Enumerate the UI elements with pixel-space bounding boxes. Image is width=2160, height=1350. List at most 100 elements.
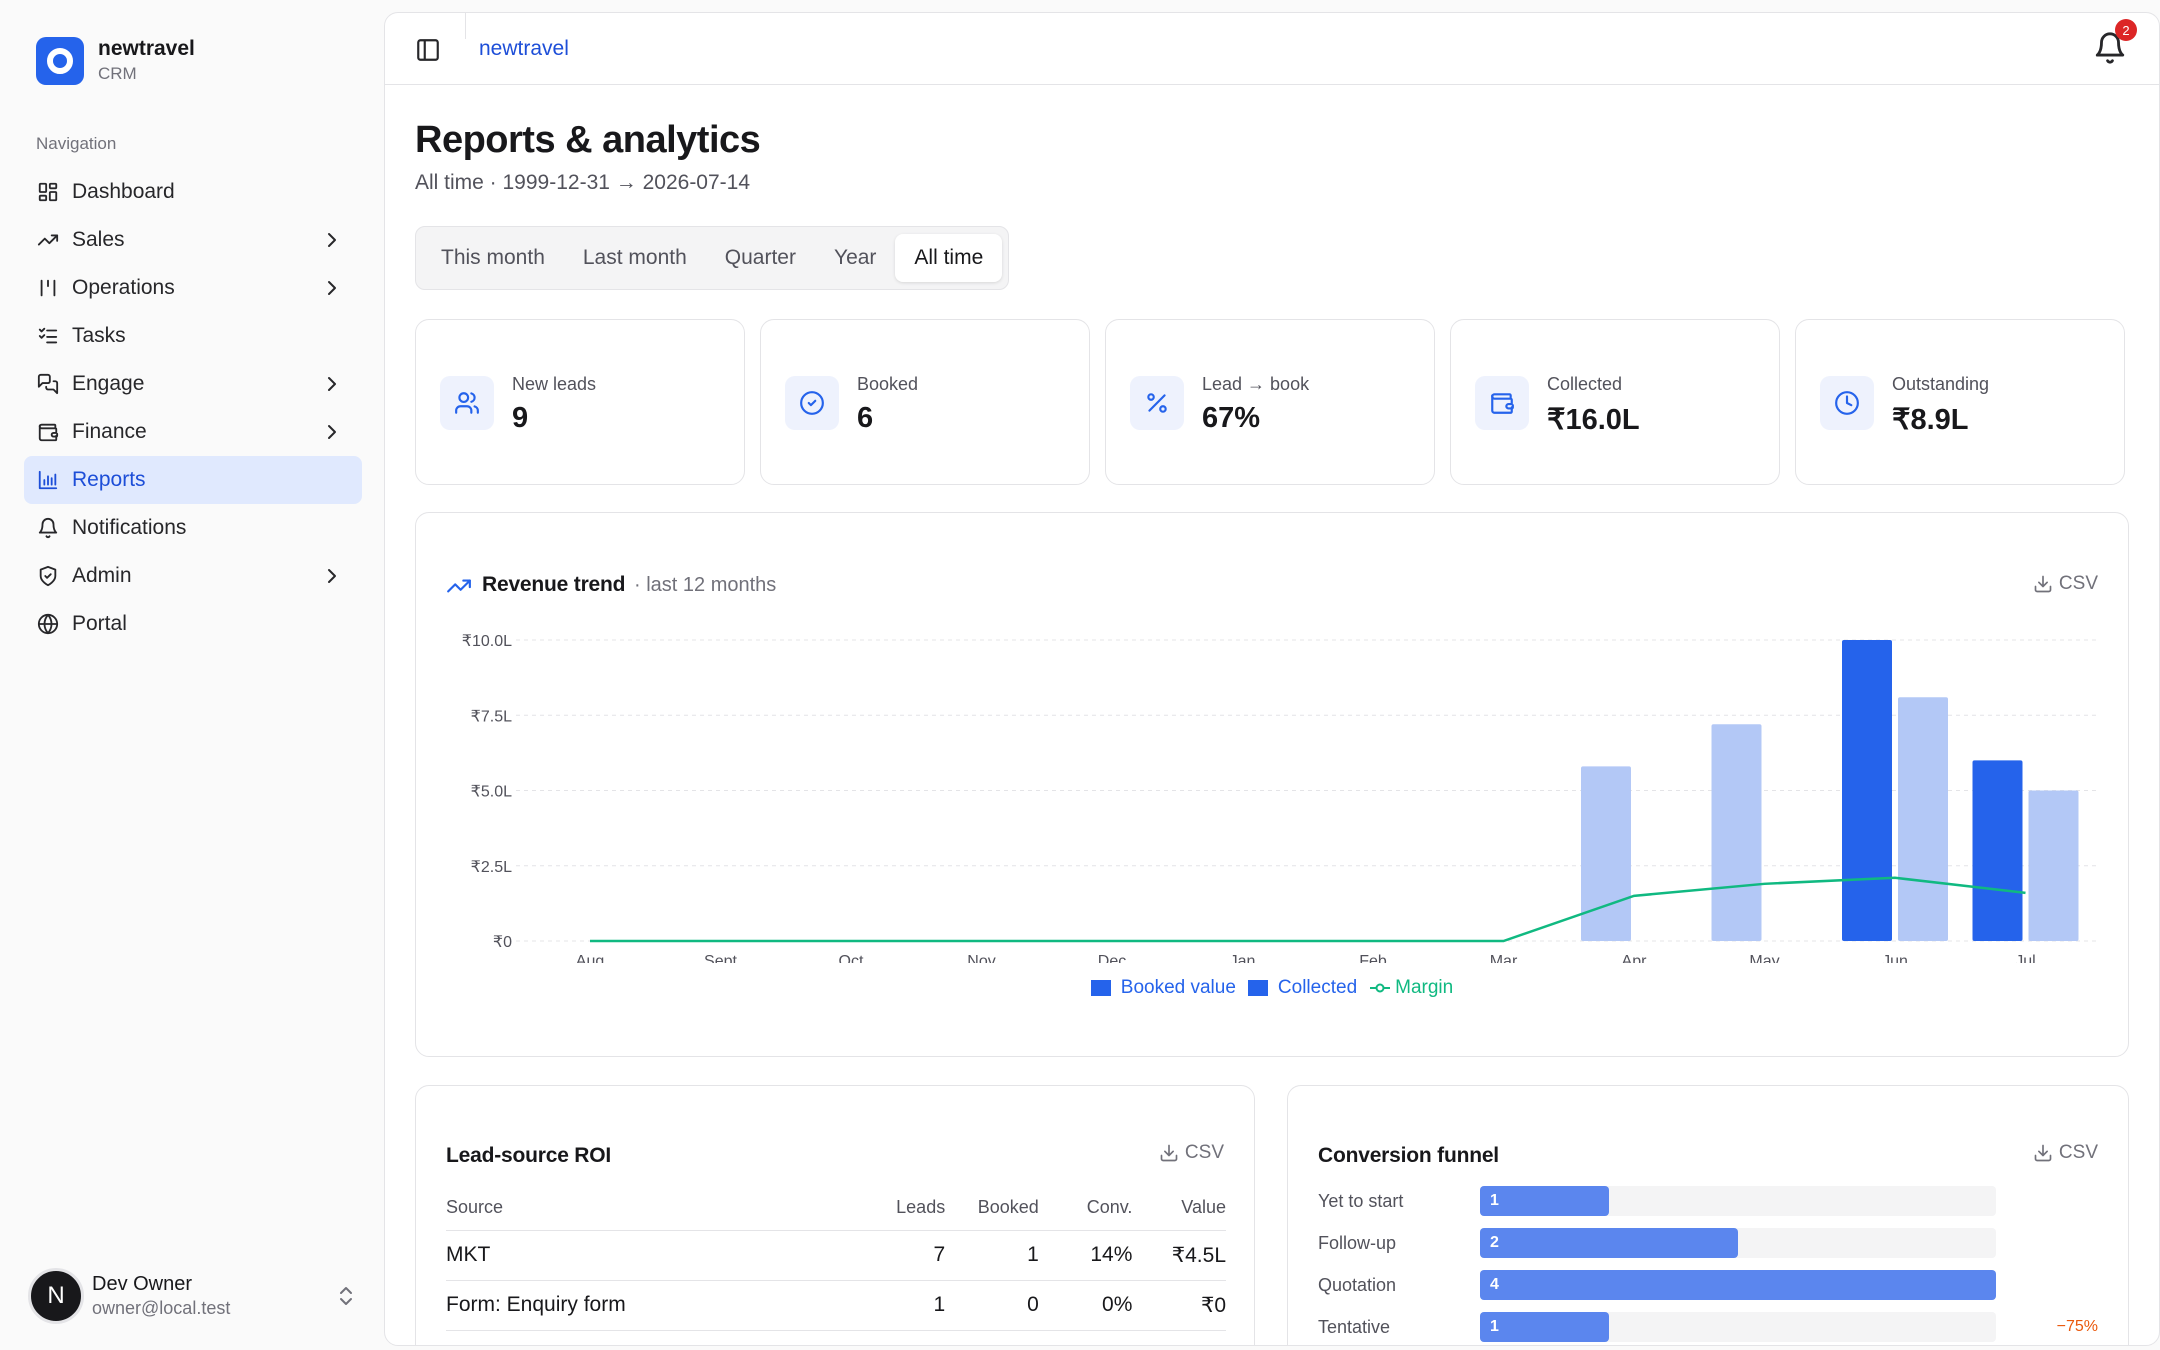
sidebar-nav: Dashboard Sales Operations Tasks Engage Finan… xyxy=(24,168,362,648)
chevron-right-icon xyxy=(328,425,336,439)
sidebar-item-label: Finance xyxy=(72,420,147,443)
funnel-delta: −75% xyxy=(2056,1318,2098,1335)
sidebar-item-engage[interactable]: Engage xyxy=(24,360,362,408)
dashboard-icon xyxy=(38,182,58,202)
globe-icon-wrap xyxy=(36,612,60,636)
sidebar-item-operations[interactable]: Operations xyxy=(24,264,362,312)
bar-booked-value xyxy=(1842,640,1892,941)
y-tick-label: ₹0 xyxy=(493,934,512,951)
kpi-value: ₹16.0L xyxy=(1547,404,1640,436)
column-header: Value xyxy=(1132,1186,1226,1231)
sidebar: newtravel CRM Navigation Dashboard Sales O… xyxy=(0,0,384,1350)
legend-item[interactable]: Collected xyxy=(1247,977,1358,999)
roi-csv-button[interactable]: CSV xyxy=(1159,1142,1224,1164)
brand[interactable]: newtravel CRM xyxy=(36,36,195,86)
percent-icon xyxy=(1147,393,1167,413)
tab-all-time[interactable]: All time xyxy=(895,234,1003,282)
trending-up-icon xyxy=(447,579,471,593)
table-cell: 1 xyxy=(851,1280,946,1331)
kpi-card: Booked 6 xyxy=(760,319,1090,485)
sidebar-item-label: Admin xyxy=(72,564,132,587)
column-header: Leads xyxy=(851,1186,946,1231)
y-tick-label: ₹7.5L xyxy=(471,708,512,725)
bar-collected xyxy=(2028,790,2079,941)
sidebar-item-finance[interactable]: Finance xyxy=(24,408,362,456)
revenue-chart: ₹0 ₹2.5L ₹5.0L ₹7.5L ₹10.0L Aug Sept Oct Nov Dec J… xyxy=(462,633,2100,963)
table-row[interactable]: Form: Enquiry form 1 0 0% ₹0 xyxy=(446,1280,1226,1331)
column-header: Conv. xyxy=(1038,1186,1133,1231)
funnel-bar-fill: 1 xyxy=(1480,1186,1609,1216)
funnel-stage-label: Yet to start xyxy=(1318,1190,1404,1211)
kpi-card: Lead → book 67% xyxy=(1105,319,1435,485)
sidebar-item-notifications[interactable]: Notifications xyxy=(24,504,362,552)
user-menu[interactable]: N Dev Owner owner@local.test xyxy=(28,1268,358,1324)
lead-source-roi-card: Lead-source ROI CSV Source Leads Booked Con… xyxy=(415,1085,1255,1345)
table-cell: 7 xyxy=(851,1230,946,1281)
column-header: Source xyxy=(446,1186,852,1231)
check-circle-icon xyxy=(800,391,824,415)
table-row[interactable]: MKT 7 1 14% ₹4.5L xyxy=(446,1230,1226,1281)
tasks-icon-wrap xyxy=(36,324,60,348)
chat-icon xyxy=(37,373,59,395)
funnel-bar-fill: 2 xyxy=(1480,1228,1738,1258)
wallet-icon-wrap xyxy=(36,420,60,444)
tab-year[interactable]: Year xyxy=(833,246,877,269)
sidebar-item-label: Operations xyxy=(72,276,175,299)
legend-item[interactable]: Margin xyxy=(1369,977,1453,999)
page-subtitle: All time · 1999-12-31 → 2026-07-14 xyxy=(415,171,751,194)
shield-icon xyxy=(39,565,57,587)
funnel-row: Tentative 1 −75% xyxy=(1318,1312,2098,1342)
sidebar-item-tasks[interactable]: Tasks xyxy=(24,312,362,360)
avatar: N xyxy=(28,1268,84,1324)
x-tick-label: Mar xyxy=(1490,953,1518,963)
sidebar-item-label: Portal xyxy=(72,612,127,635)
period-tabs: This month Last month Quarter Year All time xyxy=(415,226,1010,290)
dashboard-icon-wrap xyxy=(36,180,60,204)
bar-collected xyxy=(1898,697,1948,941)
legend-label: Collected xyxy=(1277,977,1358,998)
kpi-label: Lead → book xyxy=(1202,374,1310,394)
sidebar-item-admin[interactable]: Admin xyxy=(24,552,362,600)
kpi-icon xyxy=(440,376,494,430)
x-tick-label: Jun xyxy=(1882,953,1908,963)
y-tick-label: ₹5.0L xyxy=(471,784,512,801)
funnel-csv-button[interactable]: CSV xyxy=(2033,1142,2098,1164)
kpi-row: New leads 9 Booked 6 Lead → book 67% Collected… xyxy=(415,319,2125,485)
sidebar-item-label: Reports xyxy=(72,468,146,491)
brand-sub: CRM xyxy=(98,64,137,83)
funnel-row: Quotation 4 xyxy=(1318,1270,2098,1300)
sidebar-item-portal[interactable]: Portal xyxy=(24,600,362,648)
tab-quarter[interactable]: Quarter xyxy=(724,246,796,269)
users-icon xyxy=(455,392,479,414)
legend-item[interactable]: Booked value xyxy=(1090,977,1236,999)
sidebar-toggle-icon[interactable] xyxy=(415,37,441,63)
main-panel: newtravel 2 Reports & analytics All time… xyxy=(384,12,2160,1346)
download-icon xyxy=(2034,575,2052,593)
legend-swatch xyxy=(1090,980,1111,996)
kpi-label: Collected xyxy=(1547,374,1623,394)
wallet-icon xyxy=(1491,393,1514,414)
sidebar-item-dashboard[interactable]: Dashboard xyxy=(24,168,362,216)
notifications-bell-icon[interactable] xyxy=(2093,31,2127,65)
download-icon xyxy=(2034,1144,2052,1162)
kpi-value: 6 xyxy=(857,402,874,434)
x-tick-label: May xyxy=(1749,953,1779,963)
column-header: Booked xyxy=(945,1186,1039,1231)
bar-booked-value xyxy=(1972,760,2023,941)
table-header-row: Source Leads Booked Conv. Value xyxy=(446,1186,1226,1231)
sidebar-item-reports[interactable]: Reports xyxy=(24,456,362,504)
tab-this-month[interactable]: This month xyxy=(441,246,545,269)
sidebar-item-sales[interactable]: Sales xyxy=(24,216,362,264)
revenue-csv-button[interactable]: CSV xyxy=(2033,573,2098,595)
x-tick-label: Sept xyxy=(704,953,737,963)
breadcrumb[interactable]: newtravel xyxy=(479,37,569,60)
x-tick-label: Feb xyxy=(1359,953,1387,963)
tab-last-month[interactable]: Last month xyxy=(582,246,687,269)
csv-label: CSV xyxy=(2058,1142,2098,1163)
globe-icon xyxy=(37,613,59,635)
sidebar-item-label: Dashboard xyxy=(72,180,175,203)
chevron-right-icon xyxy=(328,233,336,247)
kpi-value: ₹8.9L xyxy=(1892,404,1969,436)
x-tick-label: Jan xyxy=(1230,953,1256,963)
funnel-bar-track: 2 xyxy=(1480,1228,1996,1258)
